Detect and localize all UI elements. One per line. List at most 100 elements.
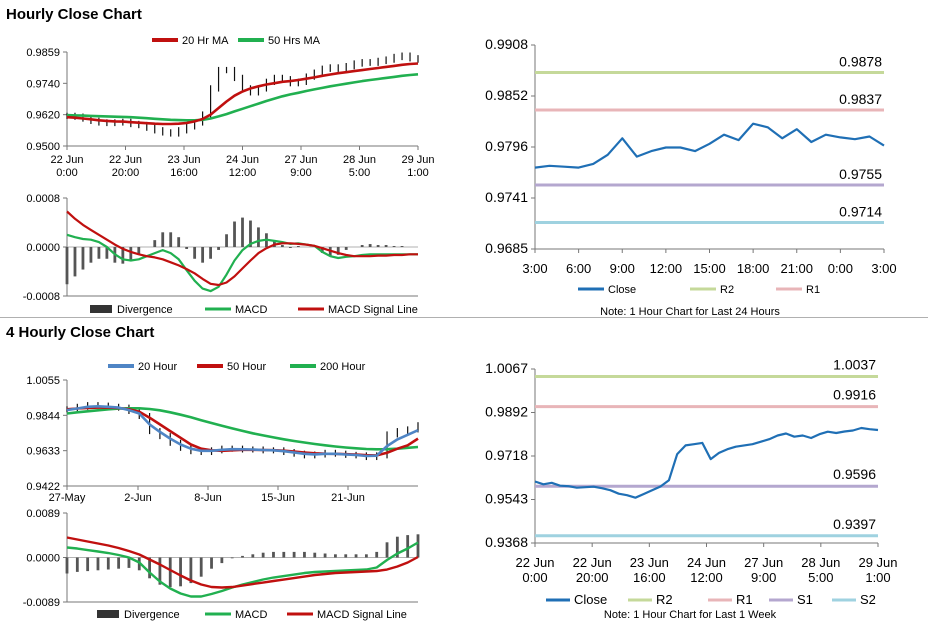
hourly-macd-divergence-bar xyxy=(81,247,85,270)
hourly-macd-divergence-bar xyxy=(161,232,165,247)
hourly-macd-divergence-bar xyxy=(121,247,125,264)
hourly-macd-divergence-bar xyxy=(153,240,157,247)
hourly-price-y-tick-label: 0.9620 xyxy=(26,110,60,122)
hourly-price-x-tick-label: 28 Jun xyxy=(343,154,376,166)
four-hourly-macd-signal-line xyxy=(66,536,419,589)
hourly-price-x-tick-label: 23 Jun xyxy=(167,154,200,166)
section-divider xyxy=(0,317,928,318)
four-hourly-price-x-tick-label: 27-May xyxy=(49,492,86,504)
four-hourly-macd-divergence-bar xyxy=(416,534,420,558)
week-close-x-tick-label: 1:00 xyxy=(865,570,890,585)
hourly-price-x-tick-label: 9:00 xyxy=(290,167,311,179)
hourly-close-legend-r1-label: R1 xyxy=(806,284,820,296)
hourly-price-legend-ma50-label: 50 Hrs MA xyxy=(268,35,321,47)
four-hourly-macd-divergence-bar xyxy=(75,557,79,572)
hourly-close-y-tick-label: 0.9852 xyxy=(485,87,528,103)
four-hourly-macd-y-tick-label: 0.0000 xyxy=(26,553,60,565)
hourly-close-line xyxy=(534,122,885,169)
hourly-macd-divergence-bar xyxy=(257,227,260,247)
hourly-macd-divergence-bar xyxy=(376,245,380,247)
week-close-x-tick-label: 12:00 xyxy=(690,570,723,585)
four-hourly-legend-50h-label: 50 Hour xyxy=(227,361,266,373)
four-hourly-macd-divergence-bar xyxy=(158,557,162,585)
four-hourly-macd-divergence-bar xyxy=(220,557,224,564)
hourly-macd-legend-signal-label: MACD Signal Line xyxy=(328,304,418,316)
four-hourly-macd-divergence-bar xyxy=(86,557,90,572)
week-close-level-label: 0.9397 xyxy=(833,516,876,532)
hourly-price-ma20-line xyxy=(66,62,419,126)
hourly-macd-divergence-bar xyxy=(89,247,93,263)
four-hourly-macd-divergence-bar xyxy=(385,542,389,558)
hourly-macd-divergence-bar xyxy=(209,247,212,259)
week-close-y-tick-label: 1.0067 xyxy=(485,360,528,376)
four-hourly-macd-divergence-bar xyxy=(241,555,244,558)
hourly-macd-divergence-bar xyxy=(193,247,197,259)
four-hourly-price-y-tick-label: 0.9844 xyxy=(26,410,60,422)
four-hourly-price-y-tick-label: 0.9633 xyxy=(26,446,60,458)
hourly-macd-divergence-bar xyxy=(344,247,348,250)
hourly-price-legend-ma20-label: 20 Hr MA xyxy=(182,35,229,47)
hourly-close-y-tick-label: 0.9685 xyxy=(485,240,528,256)
four-hourly-macd-divergence-bar xyxy=(395,536,399,558)
four-hourly-price-x-tick-label: 21-Jun xyxy=(331,492,365,504)
four-hourly-price-x-tick-label: 2-Jun xyxy=(124,492,152,504)
four-hourly-legend-200h-label: 200 Hour xyxy=(320,361,366,373)
hourly-price-y-tick-label: 0.9500 xyxy=(26,141,60,153)
hourly-macd-divergence-bar xyxy=(368,244,372,247)
hourly-macd-divergence-bar xyxy=(400,246,404,247)
four-hourly-macd-divergence-bar xyxy=(189,557,193,584)
hourly-close-y-tick-label: 0.9741 xyxy=(485,189,528,205)
four-hourly-macd-divergence-bar xyxy=(96,557,100,571)
hourly-macd-divergence-bar xyxy=(73,247,77,277)
hourly-macd-legend-divergence-swatch xyxy=(90,305,112,313)
week-close-y-tick-label: 0.9718 xyxy=(485,447,528,463)
four-hourly-macd-divergence-bar xyxy=(375,551,379,558)
four-hourly-macd-divergence-bar xyxy=(323,553,327,558)
hourly-macd-divergence-bar xyxy=(169,232,173,247)
week-close-x-tick-label: 28 Jun xyxy=(801,555,840,570)
week-close-y-tick-label: 0.9543 xyxy=(485,491,528,507)
hourly-close-level-label: 0.9714 xyxy=(839,203,882,219)
hourly-price-x-tick-label: 0:00 xyxy=(56,167,77,179)
four-hourly-macd-line xyxy=(66,541,419,598)
hourly-price-x-tick-label: 27 Jun xyxy=(284,154,317,166)
four-hourly-price-y-tick-label: 0.9422 xyxy=(26,481,60,493)
hourly-close-level-label: 0.9878 xyxy=(839,53,882,69)
hourly-macd-legend-divergence-label: Divergence xyxy=(117,304,173,316)
week-close-legend-close-label: Close xyxy=(574,592,607,607)
hourly-macd-signal-line xyxy=(66,210,418,287)
week-close-x-tick-label: 20:00 xyxy=(576,570,609,585)
four-hourly-macd-legend-divergence-label: Divergence xyxy=(124,609,180,621)
four-hourly-macd-divergence-bar xyxy=(210,557,213,569)
hourly-price-x-tick-label: 5:00 xyxy=(349,167,370,179)
hourly-section-title: Hourly Close Chart xyxy=(6,6,142,23)
hourly-close-legend-r2-label: R2 xyxy=(720,284,734,296)
hourly-macd-divergence-bar xyxy=(241,217,244,247)
hourly-macd-divergence-bar xyxy=(320,247,324,253)
week-close-legend-s1-label: S1 xyxy=(797,592,813,607)
hourly-close-x-tick-label: 9:00 xyxy=(610,261,635,276)
four-hourly-macd-divergence-bar xyxy=(272,551,275,558)
hourly-macd-divergence-bar xyxy=(65,247,69,285)
hourly-close-x-tick-label: 21:00 xyxy=(780,261,813,276)
hourly-macd-divergence-bar xyxy=(360,245,364,247)
four-hourly-macd-divergence-bar xyxy=(282,551,286,558)
week-close-y-tick-label: 0.9368 xyxy=(485,534,528,550)
hourly-price-x-tick-label: 20:00 xyxy=(112,167,140,179)
week-close-x-tick-label: 23 Jun xyxy=(630,555,669,570)
hourly-macd-divergence-bar xyxy=(336,247,340,255)
week-close-x-tick-label: 0:00 xyxy=(522,570,547,585)
hourly-price-x-tick-label: 1:00 xyxy=(407,167,428,179)
four-hourly-ma20-line xyxy=(66,404,419,458)
four-hourly-macd-divergence-bar xyxy=(364,554,368,558)
four-hourly-macd-divergence-bar xyxy=(168,557,172,588)
hourly-macd-divergence-bar xyxy=(105,247,109,259)
hourly-macd-y-tick-label: 0.0008 xyxy=(26,193,60,205)
hourly-macd-divergence-bar xyxy=(249,220,252,247)
week-close-legend-s2-label: S2 xyxy=(860,592,876,607)
four-hourly-legend-20h-label: 20 Hour xyxy=(138,361,177,373)
four-hourly-macd-divergence-bar xyxy=(406,535,410,558)
hourly-macd-divergence-bar xyxy=(97,247,101,259)
hourly-price-x-tick-label: 16:00 xyxy=(170,167,198,179)
four-hourly-macd-divergence-bar xyxy=(354,554,358,558)
